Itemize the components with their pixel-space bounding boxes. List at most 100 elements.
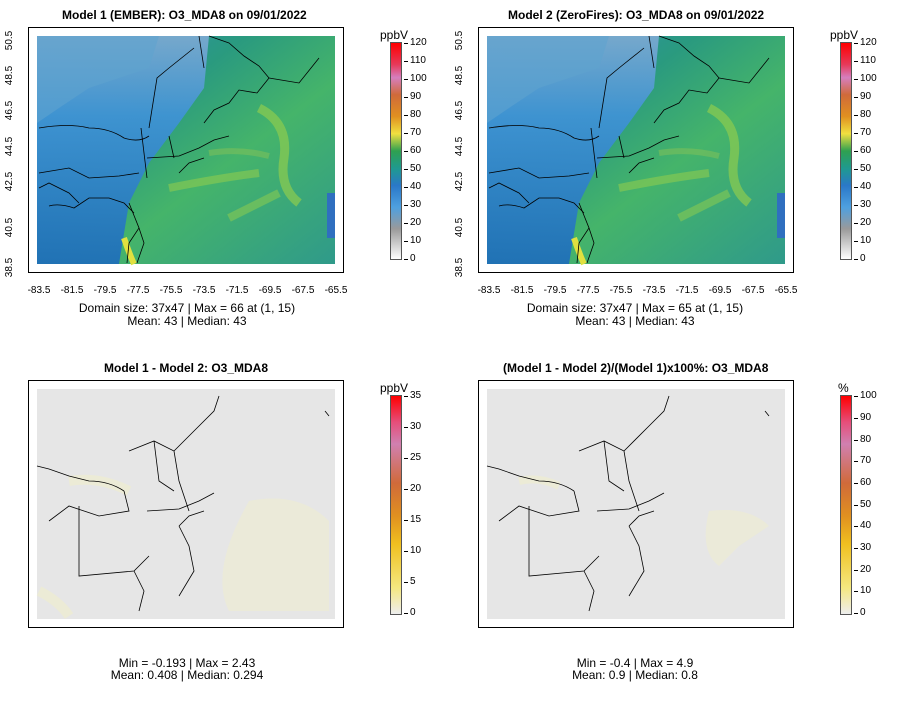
- colorbar-tick: 20: [403, 483, 422, 494]
- x-tick: -75.5: [159, 285, 183, 296]
- x-tick: -75.5: [609, 285, 633, 296]
- map-outlines: [488, 35, 770, 264]
- colorbar-tick: 80: [853, 109, 872, 120]
- y-tick: 46.5: [454, 100, 466, 121]
- colorbar: [390, 395, 402, 615]
- colorbar-tick: 20: [853, 564, 872, 575]
- colorbar-tick: 50: [853, 499, 872, 510]
- colorbar-tick: 5: [404, 576, 416, 587]
- x-tick: -83.5: [27, 285, 51, 296]
- stat-line: Domain size: 37x47 | Max = 66 at (1, 15): [78, 301, 296, 315]
- colorbar-tick: 110: [404, 55, 426, 66]
- map-outlines: [36, 395, 330, 612]
- x-tick: -65.5: [774, 285, 798, 296]
- colorbar-tick: 70: [853, 127, 872, 138]
- map-frame: [478, 380, 794, 628]
- colorbar-tick: 25: [403, 452, 422, 463]
- colorbar-tick: 120: [854, 37, 877, 48]
- colorbar-tick: 40: [403, 181, 422, 192]
- map-canvas: [486, 389, 785, 619]
- stat-line: Mean: 0.9 | Median: 0.8: [572, 668, 698, 682]
- x-tick: -79.5: [93, 285, 117, 296]
- y-tick: 38.5: [4, 257, 16, 278]
- colorbar-tick: 120: [404, 37, 427, 48]
- colorbar-tick: 0: [404, 253, 416, 264]
- colorbar-tick: 10: [853, 235, 872, 246]
- x-tick: -77.5: [576, 285, 600, 296]
- y-tick: 40.5: [4, 217, 16, 238]
- x-tick: -73.5: [642, 285, 666, 296]
- x-tick: -79.5: [543, 285, 567, 296]
- x-tick: -69.5: [708, 285, 732, 296]
- x-tick: -77.5: [126, 285, 150, 296]
- colorbar-tick: 60: [853, 145, 872, 156]
- panel-title: Model 1 - Model 2: O3_MDA8: [104, 361, 269, 375]
- colorbar-tick: 0: [404, 607, 416, 618]
- y-tick: 44.5: [4, 136, 16, 157]
- colorbar-tick: 50: [403, 163, 422, 174]
- stat-line: Min = -0.4 | Max = 4.9: [576, 656, 694, 670]
- stat-line: Mean: 43 | Median: 43: [127, 314, 247, 328]
- colorbar-tick: 90: [853, 412, 872, 423]
- colorbar-unit: ppbV: [380, 381, 409, 395]
- colorbar-tick: 90: [403, 91, 422, 102]
- map-canvas: [487, 35, 785, 266]
- colorbar-tick: 10: [403, 545, 422, 556]
- colorbar-tick: 60: [403, 145, 422, 156]
- colorbar-tick: 0: [854, 607, 866, 618]
- colorbar-tick: 80: [403, 109, 422, 120]
- y-tick: 46.5: [4, 100, 16, 121]
- x-tick: -83.5: [477, 285, 501, 296]
- colorbar-tick: 40: [853, 520, 872, 531]
- colorbar-tick: 20: [403, 217, 422, 228]
- colorbar-tick: 90: [853, 91, 872, 102]
- panel-title: (Model 1 - Model 2)/(Model 1)x100%: O3_M…: [503, 361, 769, 375]
- colorbar-tick: 40: [853, 181, 872, 192]
- x-tick: -71.5: [675, 285, 699, 296]
- colorbar-tick: 110: [854, 55, 876, 66]
- y-tick: 44.5: [454, 136, 466, 157]
- map-canvas: [37, 35, 335, 266]
- map-frame: [28, 27, 344, 273]
- colorbar-tick: 20: [853, 217, 872, 228]
- x-tick: -81.5: [60, 285, 84, 296]
- colorbar-tick: 100: [854, 73, 877, 84]
- map-outlines: [38, 35, 320, 264]
- x-tick: -67.5: [741, 285, 765, 296]
- colorbar-tick: 80: [853, 434, 872, 445]
- colorbar-tick: 35: [403, 390, 422, 401]
- colorbar-tick: 15: [403, 514, 422, 525]
- colorbar: [840, 395, 852, 615]
- colorbar-tick: 70: [853, 455, 872, 466]
- colorbar-unit: ppbV: [830, 28, 859, 42]
- colorbar: [390, 42, 402, 260]
- colorbar-tick: 30: [853, 542, 872, 553]
- x-tick: -71.5: [225, 285, 249, 296]
- map-canvas: [36, 389, 335, 619]
- y-tick: 42.5: [4, 171, 16, 192]
- panel-title: Model 2 (ZeroFires): O3_MDA8 on 09/01/20…: [508, 8, 765, 22]
- colorbar-tick: 0: [854, 253, 866, 264]
- colorbar-tick: 60: [853, 477, 872, 488]
- y-tick: 48.5: [454, 65, 466, 86]
- map-frame: [478, 27, 794, 273]
- colorbar-tick: 70: [403, 127, 422, 138]
- colorbar: [840, 42, 852, 260]
- colorbar-tick: 100: [404, 73, 427, 84]
- colorbar-tick: 30: [403, 421, 422, 432]
- data-field: [487, 389, 785, 619]
- panel-title: Model 1 (EMBER): O3_MDA8 on 09/01/2022: [62, 8, 307, 22]
- colorbar-tick: 100: [854, 390, 877, 401]
- colorbar-tick: 10: [853, 585, 872, 596]
- colorbar-tick: 50: [853, 163, 872, 174]
- x-tick: -67.5: [291, 285, 315, 296]
- stat-line: Min = -0.193 | Max = 2.43: [118, 656, 256, 670]
- colorbar-tick: 10: [403, 235, 422, 246]
- x-tick: -73.5: [192, 285, 216, 296]
- y-tick: 42.5: [454, 171, 466, 192]
- map-outlines: [486, 395, 770, 612]
- stat-line: Domain size: 37x47 | Max = 65 at (1, 15): [526, 301, 744, 315]
- colorbar-tick: 30: [853, 199, 872, 210]
- y-tick: 50.5: [454, 30, 466, 51]
- map-frame: [28, 380, 344, 628]
